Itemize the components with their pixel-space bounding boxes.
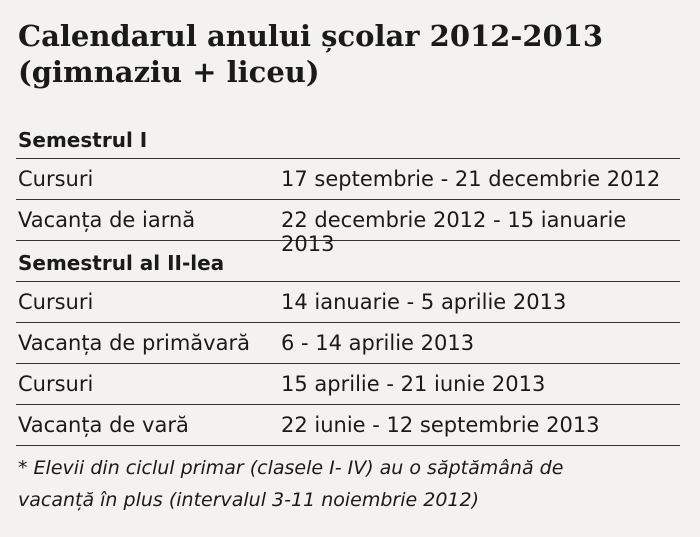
period: 17 septembrie - 21 decembrie 2012 bbox=[281, 167, 661, 191]
label: Cursuri bbox=[18, 167, 94, 191]
period: 14 ianuarie - 5 aprilie 2013 bbox=[281, 290, 567, 314]
label: Cursuri bbox=[18, 372, 94, 396]
title: (gimnaziu + liceu) bbox=[18, 55, 320, 89]
table-row: Cursuri 14 ianuarie - 5 aprilie 2013 bbox=[16, 282, 680, 323]
label: Vacanța de vară bbox=[18, 413, 189, 437]
section-heading: Semestrul al II-lea bbox=[16, 241, 680, 282]
title: Calendarul anului școlar 2012-2013 bbox=[18, 19, 604, 53]
table-row: Vacanța de iarnă 22 decembrie 2012 - 15 i… bbox=[16, 200, 680, 256]
footnote: * Elevii din ciclul primar (clasele I- I… bbox=[18, 457, 564, 479]
table-row: Vacanța de vară 22 iunie - 12 septembrie … bbox=[16, 405, 680, 446]
footnote: vacanță în plus (intervalul 3-11 noiembr… bbox=[18, 489, 479, 511]
label: Vacanța de primăvară bbox=[18, 331, 250, 355]
period: 22 decembrie 2012 - 15 ianuarie 2013 bbox=[281, 208, 627, 256]
heading-text: Semestrul al II-lea bbox=[18, 251, 225, 275]
period: 22 iunie - 12 septembrie 2013 bbox=[281, 413, 600, 437]
period: 6 - 14 aprilie 2013 bbox=[281, 331, 475, 355]
section-heading: Semestrul I bbox=[16, 118, 680, 159]
heading-text: Semestrul I bbox=[18, 128, 148, 152]
table-row: Cursuri 15 aprilie - 21 iunie 2013 bbox=[16, 364, 680, 405]
table-row: Cursuri 17 septembrie - 21 decembrie 2012 bbox=[16, 159, 680, 200]
label: Cursuri bbox=[18, 290, 94, 314]
period: 15 aprilie - 21 iunie 2013 bbox=[281, 372, 546, 396]
table-row: Vacanța de primăvară 6 - 14 aprilie 2013 bbox=[16, 323, 680, 364]
label: Vacanța de iarnă bbox=[18, 208, 196, 232]
